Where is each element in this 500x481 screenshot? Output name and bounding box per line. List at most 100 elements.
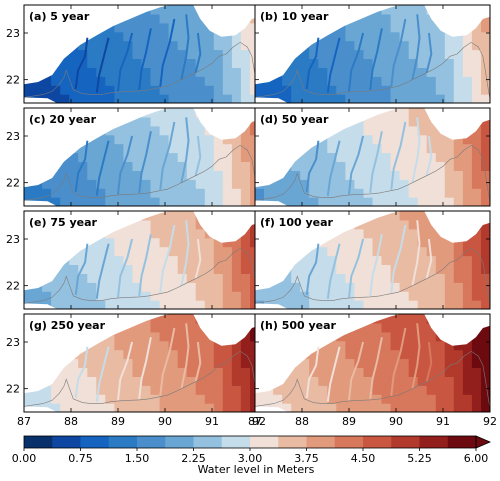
water-level-cell [273,385,283,395]
water-level-cell [381,170,392,180]
water-level-cell [240,152,251,162]
water-level-cell [51,170,61,180]
water-level-cell [213,31,224,42]
water-level-cell [408,385,419,395]
x-tick-label: 87 [17,415,31,428]
water-level-cell [195,197,206,206]
water-level-cell [435,58,446,68]
water-level-cell [327,152,337,162]
water-level-cell [426,170,437,180]
water-level-cell [471,125,482,136]
water-level-cell [444,152,455,162]
water-level-cell [141,322,152,333]
water-level-cell [132,376,143,386]
water-level-cell [141,67,152,77]
river-channel [74,37,89,90]
water-level-cell [123,403,133,412]
water-level-cell [186,237,197,248]
water-level-cell [177,197,188,206]
water-level-cell [96,143,106,154]
water-level-cell [240,228,251,239]
water-level-cell [282,170,292,180]
water-level-cell [132,237,143,248]
colorbar-tick-label: 0.00 [12,452,37,465]
water-level-cell [273,179,283,189]
water-level-cell [141,300,152,309]
water-level-cell [177,143,188,154]
water-level-cell [354,273,364,283]
river-channel [117,135,134,195]
water-level-cell [222,376,233,386]
water-level-cell [462,358,473,368]
water-level-cell [168,116,179,127]
water-level-cell [42,188,52,198]
water-level-cell [381,188,392,198]
water-level-cell [177,108,188,118]
water-level-cell [204,179,215,189]
water-level-cell [300,170,310,180]
water-level-cell [123,152,133,162]
water-level-cell [69,264,79,274]
water-level-cell [213,94,224,103]
water-level-cell [363,67,374,77]
water-level-cell [336,31,346,42]
water-level-cell [481,394,490,404]
water-level-cell [150,340,161,351]
water-level-cell [318,264,328,274]
water-level-cell [159,40,170,51]
water-level-cell [309,403,319,412]
water-level-cell [141,134,152,145]
water-level-cell [231,282,242,292]
water-level-cell [381,179,392,189]
x-tick-label: 90 [389,415,403,428]
water-level-cell [426,228,437,239]
water-level-cell [372,58,383,68]
water-level-cell [417,85,428,95]
water-level-cell [354,403,364,412]
water-level-cell [435,76,446,86]
water-level-cell [150,291,161,301]
y-tick-label: 23 [6,130,20,143]
water-level-cell [444,49,455,59]
water-level-cell [372,76,383,86]
water-level-cell [159,134,170,145]
water-level-cell [69,255,79,265]
river-channel [305,346,320,399]
water-level-cell [435,291,446,301]
water-level-cell [471,255,482,265]
water-level-cell [78,94,88,103]
water-level-cell [481,197,490,206]
x-tick-label: 90 [158,415,172,428]
water-level-cell [222,340,233,351]
water-level-cell [471,237,482,248]
water-level-cell [345,143,355,154]
water-level-cell [150,85,161,95]
river-channel [74,243,89,296]
water-level-cell [240,367,251,377]
water-level-cell [390,188,401,198]
water-level-cell [213,143,224,154]
water-level-cell [462,282,473,292]
water-level-cell [132,255,143,265]
water-level-cell [336,264,346,274]
water-level-cell [141,367,152,377]
water-level-cell [309,152,319,162]
water-level-cell [141,125,152,136]
water-level-cell [213,282,224,292]
water-level-cell [336,134,346,145]
water-level-cell [114,197,124,206]
water-level-cell [114,367,124,377]
water-level-cell [159,322,170,333]
water-level-cell [195,349,206,360]
water-level-cell [408,246,419,257]
water-level-cell [114,403,124,412]
land-mask [24,5,170,85]
water-level-cell [132,152,143,162]
water-level-cell [195,161,206,171]
water-level-cell [123,273,133,283]
water-level-cell [186,188,197,198]
water-level-cell [444,349,455,360]
water-level-cell [363,264,374,274]
water-level-cell [132,219,143,230]
water-level-cell [363,13,374,24]
